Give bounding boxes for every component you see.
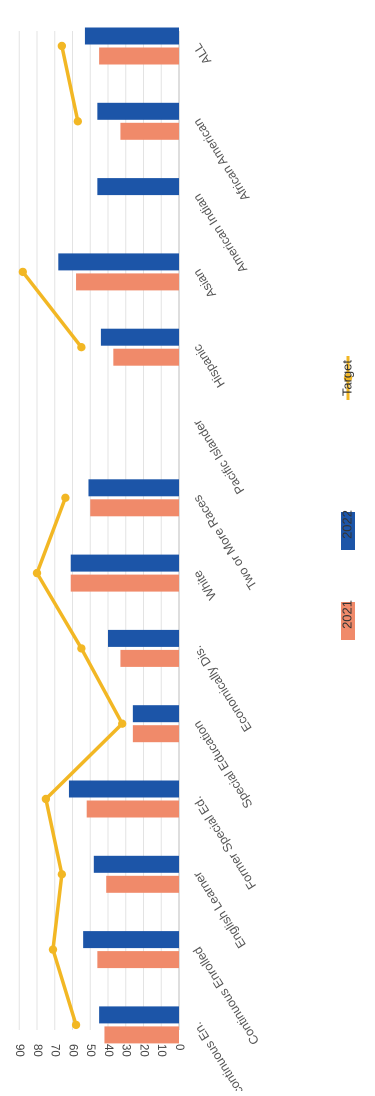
bar-2021: [99, 47, 179, 65]
bar-2022: [108, 629, 179, 647]
category-label: Hispanic: [190, 342, 227, 390]
bar-2022: [84, 27, 179, 45]
target-point: [57, 41, 67, 51]
legend-swatch-2021: [341, 602, 355, 640]
tick-label: 0: [173, 1044, 185, 1050]
tick-label: 10: [155, 1044, 167, 1057]
legend-label: 2022: [339, 510, 354, 539]
bar-2022: [88, 479, 179, 497]
legend-swatch-2022: [341, 512, 355, 550]
bar-2021: [132, 725, 179, 743]
legend-label: Target: [339, 360, 354, 397]
tick-label: 80: [31, 1044, 43, 1057]
bar-2022: [70, 554, 179, 572]
target-point: [77, 644, 86, 653]
tick-label: 90: [13, 1044, 25, 1057]
bar-2021: [86, 800, 179, 818]
target-point: [41, 794, 51, 804]
target-point: [118, 719, 127, 728]
category-label: Asian: [190, 267, 218, 301]
target-point: [48, 945, 58, 954]
target-point: [18, 267, 27, 277]
category-label: African American: [190, 116, 252, 204]
bar-2022: [83, 931, 179, 949]
bar-2021: [106, 875, 179, 893]
bar-2021: [76, 273, 179, 291]
bar-2022: [58, 253, 179, 271]
tick-label: 50: [84, 1044, 96, 1057]
category-label: ALL: [190, 41, 214, 67]
value-axis: 0 10 20 30 40 50 60 70 80 90: [13, 1044, 185, 1057]
bar-2021: [120, 649, 179, 667]
bar-2022: [132, 705, 179, 723]
bar-2022: [68, 780, 179, 798]
legend-swatch-marker: [343, 373, 353, 383]
bar-2021: [90, 499, 179, 517]
grid: [18, 31, 180, 1030]
target-point: [77, 343, 86, 352]
target-line-segment: [60, 45, 80, 122]
bar-2021: [113, 348, 179, 366]
bar-2022: [100, 328, 179, 346]
target-line-segment: [21, 270, 83, 349]
target-line: [18, 41, 127, 1030]
target-point: [61, 493, 70, 502]
category-label: Pacific Islander: [190, 417, 247, 496]
bars: [58, 27, 179, 1044]
target-point: [57, 870, 67, 879]
bar-2021: [120, 122, 179, 140]
tick-label: 30: [120, 1044, 132, 1057]
target-point: [73, 117, 83, 126]
tick-label: 70: [49, 1044, 61, 1057]
bar-2022: [93, 855, 179, 873]
bar-2022: [99, 1006, 179, 1024]
legend-label: 2021: [339, 600, 354, 629]
target-point: [71, 1020, 81, 1030]
bar-2022: [97, 102, 179, 120]
category-label: White: [190, 568, 219, 603]
tick-label: 40: [102, 1044, 114, 1057]
legend: 2021 2022 Target: [339, 356, 355, 640]
bar-2021: [104, 1026, 179, 1044]
target-point: [32, 568, 42, 578]
tick-label: 60: [66, 1044, 78, 1057]
tick-label: 20: [137, 1044, 149, 1057]
bar-2022: [97, 178, 179, 196]
bar-2021: [97, 951, 179, 969]
target-line-segment: [35, 497, 124, 1026]
bar-2021: [70, 574, 179, 592]
